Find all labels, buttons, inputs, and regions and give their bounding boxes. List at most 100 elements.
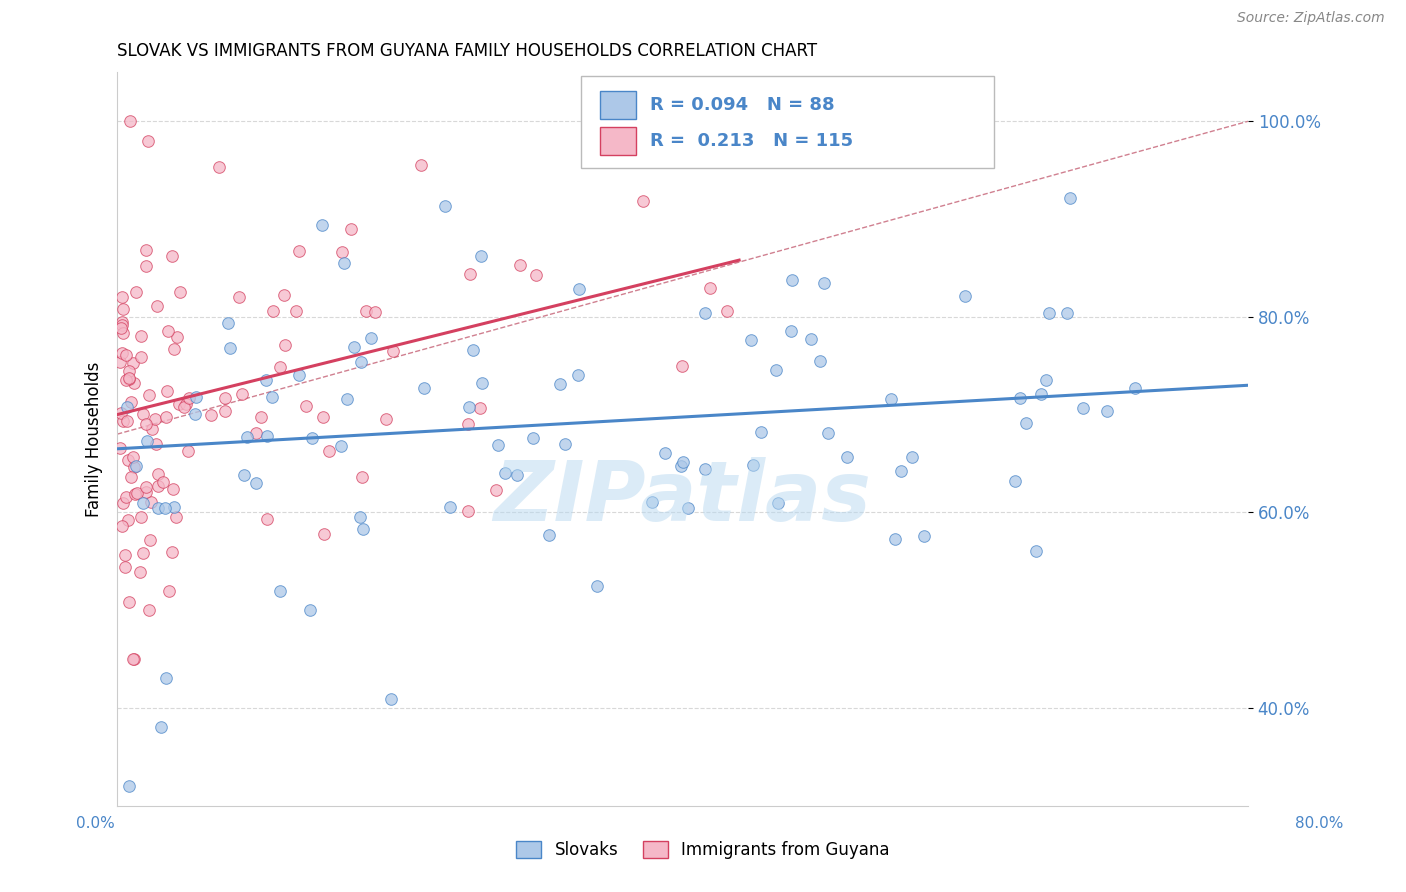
Point xyxy=(167,396,190,410)
Text: 80.0%: 80.0% xyxy=(1295,816,1343,830)
Point xyxy=(695,306,717,320)
Point xyxy=(586,579,609,593)
Point xyxy=(311,410,333,425)
Point xyxy=(495,466,517,480)
Point xyxy=(274,337,297,351)
Point xyxy=(912,529,935,543)
Point xyxy=(1008,391,1031,405)
Point xyxy=(439,500,461,514)
Point xyxy=(114,548,136,562)
Point xyxy=(285,303,308,318)
Point xyxy=(249,409,271,424)
Point xyxy=(118,364,141,378)
Point xyxy=(800,332,823,346)
Point xyxy=(153,501,176,516)
Point xyxy=(332,244,354,259)
Point xyxy=(146,299,169,313)
Point xyxy=(256,429,278,443)
Point xyxy=(509,258,531,272)
Point xyxy=(1056,306,1078,320)
Point xyxy=(184,407,207,421)
Point xyxy=(669,458,692,473)
Point xyxy=(457,417,479,432)
Point xyxy=(360,331,382,345)
Point xyxy=(200,408,222,422)
Point xyxy=(890,464,912,478)
Point xyxy=(136,134,159,148)
Point xyxy=(485,483,508,497)
Point xyxy=(1059,191,1081,205)
Point xyxy=(110,406,132,420)
Point xyxy=(115,401,138,415)
Point xyxy=(352,523,374,537)
Point xyxy=(837,450,859,464)
Point xyxy=(538,527,561,541)
Point xyxy=(108,355,131,369)
Point xyxy=(311,218,333,232)
Point xyxy=(136,434,159,448)
Point xyxy=(146,467,169,482)
Point xyxy=(157,583,180,598)
Point xyxy=(120,114,142,128)
Point xyxy=(409,157,432,171)
Point xyxy=(157,324,180,338)
Point xyxy=(118,594,141,608)
Point xyxy=(780,324,803,338)
Point xyxy=(654,446,676,460)
Point xyxy=(679,141,702,155)
Point xyxy=(742,458,765,472)
Y-axis label: Family Households: Family Households xyxy=(86,361,103,516)
Point xyxy=(412,381,434,395)
Point xyxy=(352,469,374,483)
Point xyxy=(152,475,174,490)
Point xyxy=(176,397,198,411)
Point xyxy=(254,373,277,387)
Point xyxy=(115,490,138,504)
Point xyxy=(135,417,157,431)
Point xyxy=(336,392,359,407)
FancyBboxPatch shape xyxy=(600,128,637,155)
Point xyxy=(173,401,195,415)
Point xyxy=(121,356,143,370)
Point xyxy=(166,330,188,344)
Point xyxy=(382,343,405,358)
Point xyxy=(273,288,295,302)
Point xyxy=(111,346,134,360)
Point xyxy=(506,467,529,482)
Point xyxy=(217,317,239,331)
Point xyxy=(524,268,547,283)
Text: R = 0.094   N = 88: R = 0.094 N = 88 xyxy=(650,95,834,113)
Point xyxy=(118,371,141,385)
FancyBboxPatch shape xyxy=(600,91,637,119)
Point xyxy=(231,386,253,401)
Point xyxy=(160,545,183,559)
Point xyxy=(749,425,772,440)
Point xyxy=(955,289,977,303)
Point xyxy=(269,359,291,374)
Point xyxy=(883,532,905,546)
Point xyxy=(135,479,157,493)
Point xyxy=(125,486,148,500)
Point xyxy=(214,391,236,405)
Point xyxy=(124,459,146,474)
Point xyxy=(228,289,250,303)
Point xyxy=(568,281,591,295)
Point xyxy=(332,256,354,270)
Point xyxy=(554,437,576,451)
Point xyxy=(112,496,135,510)
Point xyxy=(110,321,132,335)
Point xyxy=(146,500,169,515)
Point xyxy=(111,290,134,304)
Point xyxy=(111,326,134,340)
Point xyxy=(132,545,155,559)
Point xyxy=(356,304,378,318)
Point xyxy=(125,458,148,473)
Point xyxy=(340,221,363,235)
Point xyxy=(143,412,166,426)
Text: 0.0%: 0.0% xyxy=(76,816,115,830)
Point xyxy=(766,495,789,509)
Point xyxy=(298,603,321,617)
Point xyxy=(155,410,177,425)
Point xyxy=(114,373,136,387)
Point xyxy=(111,318,134,332)
